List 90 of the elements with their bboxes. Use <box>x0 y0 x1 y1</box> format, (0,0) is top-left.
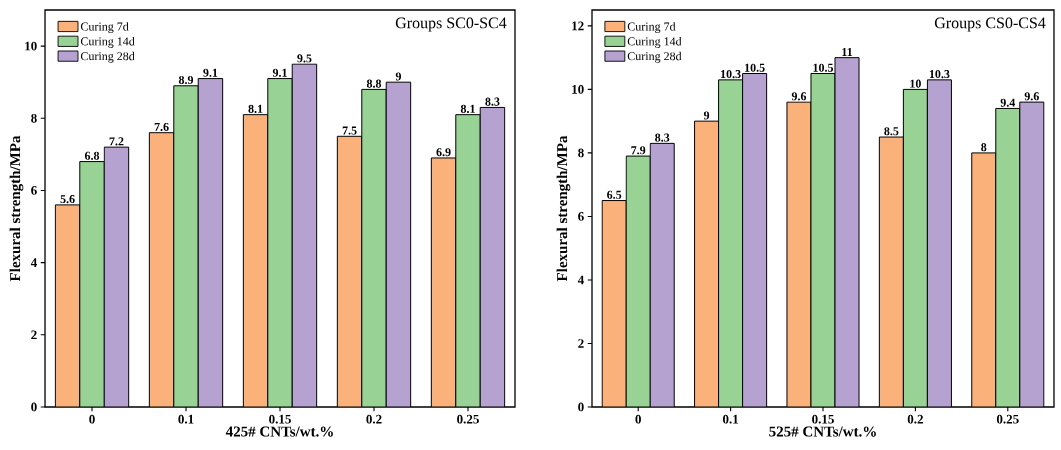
y-tick-label: 6 <box>31 186 37 195</box>
data-label: 7.6 <box>154 122 169 131</box>
y-tick-label: 4 <box>30 258 37 267</box>
x-tick-label: 0.2 <box>907 414 923 424</box>
data-label: 8.1 <box>248 104 263 113</box>
data-label: 10.3 <box>721 70 741 79</box>
y-tick-label: 10 <box>25 41 37 51</box>
data-label: 10 <box>910 79 921 88</box>
bar <box>625 155 651 407</box>
data-label: 6.9 <box>436 148 451 157</box>
data-label: 9.5 <box>297 54 312 63</box>
x-axis-title: 425# CNTs/wt.% <box>225 426 333 437</box>
bar <box>742 73 768 407</box>
bar <box>267 78 293 407</box>
x-axis-title: 525# CNTs/wt.% <box>769 426 876 437</box>
data-label: 7.5 <box>342 126 357 135</box>
y-tick-label: 8 <box>31 113 37 123</box>
x-tick-label: 0.25 <box>996 414 1019 424</box>
chart-title: Groups SC0-SC4 <box>395 17 507 32</box>
x-tick-label: 0.1 <box>178 414 194 424</box>
legend-label: Curing 28d <box>80 51 135 63</box>
bar <box>198 78 223 407</box>
x-tick-label: 0.15 <box>269 414 291 424</box>
bar <box>995 107 1021 407</box>
legend-label: Curing 7d <box>80 22 129 34</box>
y-tick-label: 2 <box>31 330 37 340</box>
y-tick-label: 0 <box>31 402 37 412</box>
bar <box>718 79 744 407</box>
bar <box>455 114 481 407</box>
data-label: 9.4 <box>1000 98 1016 107</box>
y-tick-label: 12 <box>572 21 584 31</box>
data-label: 8.5 <box>884 127 899 136</box>
x-tick-label: 0.2 <box>366 414 382 424</box>
bar <box>173 85 199 407</box>
x-tick-label: 0.25 <box>457 414 479 424</box>
data-label: 8.3 <box>655 133 670 142</box>
bar <box>834 57 860 407</box>
y-tick-label: 4 <box>577 275 584 285</box>
data-label: 11 <box>842 48 853 56</box>
data-label: 8.9 <box>178 75 194 85</box>
bar <box>810 73 836 407</box>
bar <box>337 136 362 407</box>
x-tick-label: 0.15 <box>812 414 834 424</box>
bar <box>430 157 457 407</box>
data-label: 10.5 <box>813 63 834 72</box>
legend-label: Curing 14d <box>80 36 135 48</box>
bar <box>902 88 928 407</box>
data-label: 9.6 <box>791 92 807 101</box>
data-label: 5.6 <box>60 195 75 204</box>
y-tick-label: 8 <box>578 148 584 158</box>
y-tick-label: 2 <box>578 339 584 348</box>
chart-title: Groups CS0-CS4 <box>934 17 1046 32</box>
bar <box>292 64 317 407</box>
legend-label: Curing 7d <box>627 22 676 34</box>
data-label: 6.8 <box>84 151 100 160</box>
data-label: 6.5 <box>607 190 622 199</box>
bar <box>926 79 952 407</box>
data-label: 7.2 <box>109 137 124 146</box>
bar <box>55 204 80 407</box>
bar <box>649 142 675 407</box>
y-axis-title: Flexural strength/MPa <box>556 135 571 282</box>
bar <box>361 89 387 407</box>
bar <box>243 114 268 407</box>
x-tick-label: 0 <box>89 414 95 424</box>
data-label: 10.5 <box>745 63 765 72</box>
bar <box>149 132 174 407</box>
legend-label: Curing 14d <box>627 36 682 48</box>
data-label: 7.9 <box>631 146 646 155</box>
bar <box>104 147 129 407</box>
data-label: 9 <box>395 72 402 81</box>
data-label: 10.3 <box>929 70 950 79</box>
y-tick-label: 0 <box>578 402 584 412</box>
bar <box>1019 101 1045 407</box>
x-tick-label: 0 <box>635 414 641 424</box>
bar <box>79 161 105 407</box>
bar <box>479 106 506 407</box>
y-axis-title: Flexural strength/MPa <box>9 135 24 282</box>
data-label: 8.3 <box>485 97 500 106</box>
legend-label: Curing 28d <box>627 51 682 63</box>
data-label: 8.1 <box>460 104 475 113</box>
data-label: 8.8 <box>366 79 382 88</box>
data-label: 8 <box>981 143 987 152</box>
bar <box>386 82 411 407</box>
y-tick-label: 10 <box>572 85 584 94</box>
y-tick-label: 6 <box>578 212 584 221</box>
data-label: 9.6 <box>1024 92 1039 101</box>
data-label: 9.1 <box>272 68 287 77</box>
data-label: 9 <box>703 111 710 120</box>
x-tick-label: 0.1 <box>722 414 739 424</box>
data-label: 9.1 <box>203 68 218 77</box>
